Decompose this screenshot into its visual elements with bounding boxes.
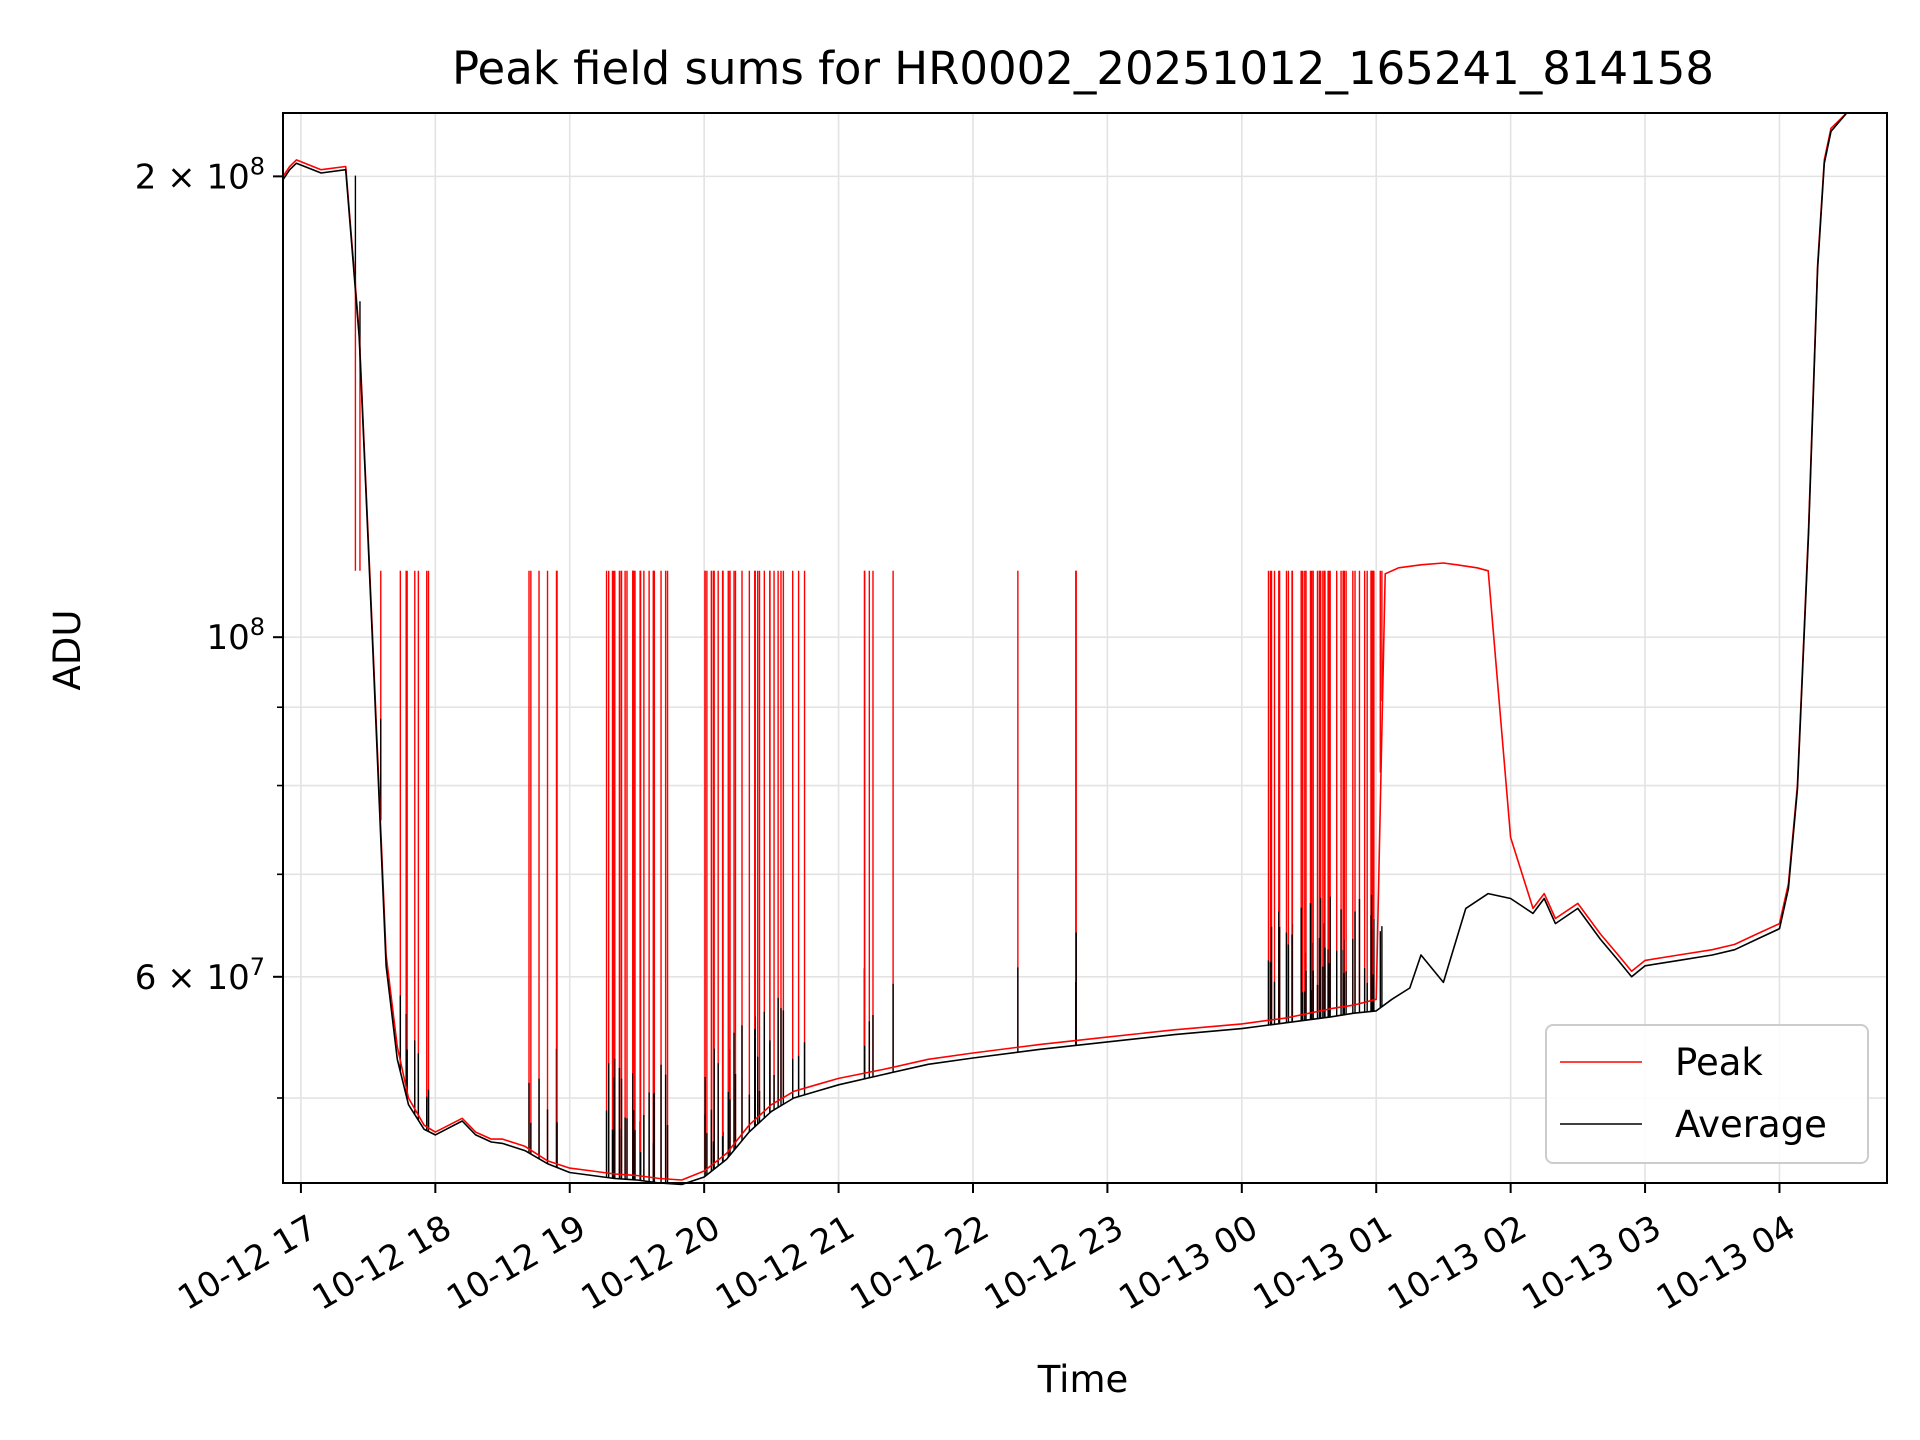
series-layer bbox=[282, 112, 1887, 1186]
x-axis-label: Time bbox=[1037, 1358, 1129, 1401]
y-tick-label: 6 × 107 bbox=[135, 953, 265, 998]
plot-frame bbox=[282, 112, 1888, 1184]
y-tick-label: 2 × 108 bbox=[135, 152, 265, 197]
legend-label-peak: Peak bbox=[1675, 1041, 1763, 1084]
chart-title: Peak field sums for HR0002_20251012_1652… bbox=[452, 42, 1714, 95]
y-axis-label: ADU bbox=[46, 610, 89, 691]
legend-label-average: Average bbox=[1675, 1103, 1827, 1146]
legend-frame bbox=[1545, 1024, 1869, 1164]
series-line-average bbox=[282, 112, 1887, 1186]
spike-layer bbox=[354, 175, 1383, 1184]
series-line-peak bbox=[282, 112, 1887, 1181]
y-tick-label: 108 bbox=[206, 613, 265, 658]
legend: Peak Average bbox=[1545, 1024, 1869, 1164]
grid-layer bbox=[283, 113, 1887, 1183]
